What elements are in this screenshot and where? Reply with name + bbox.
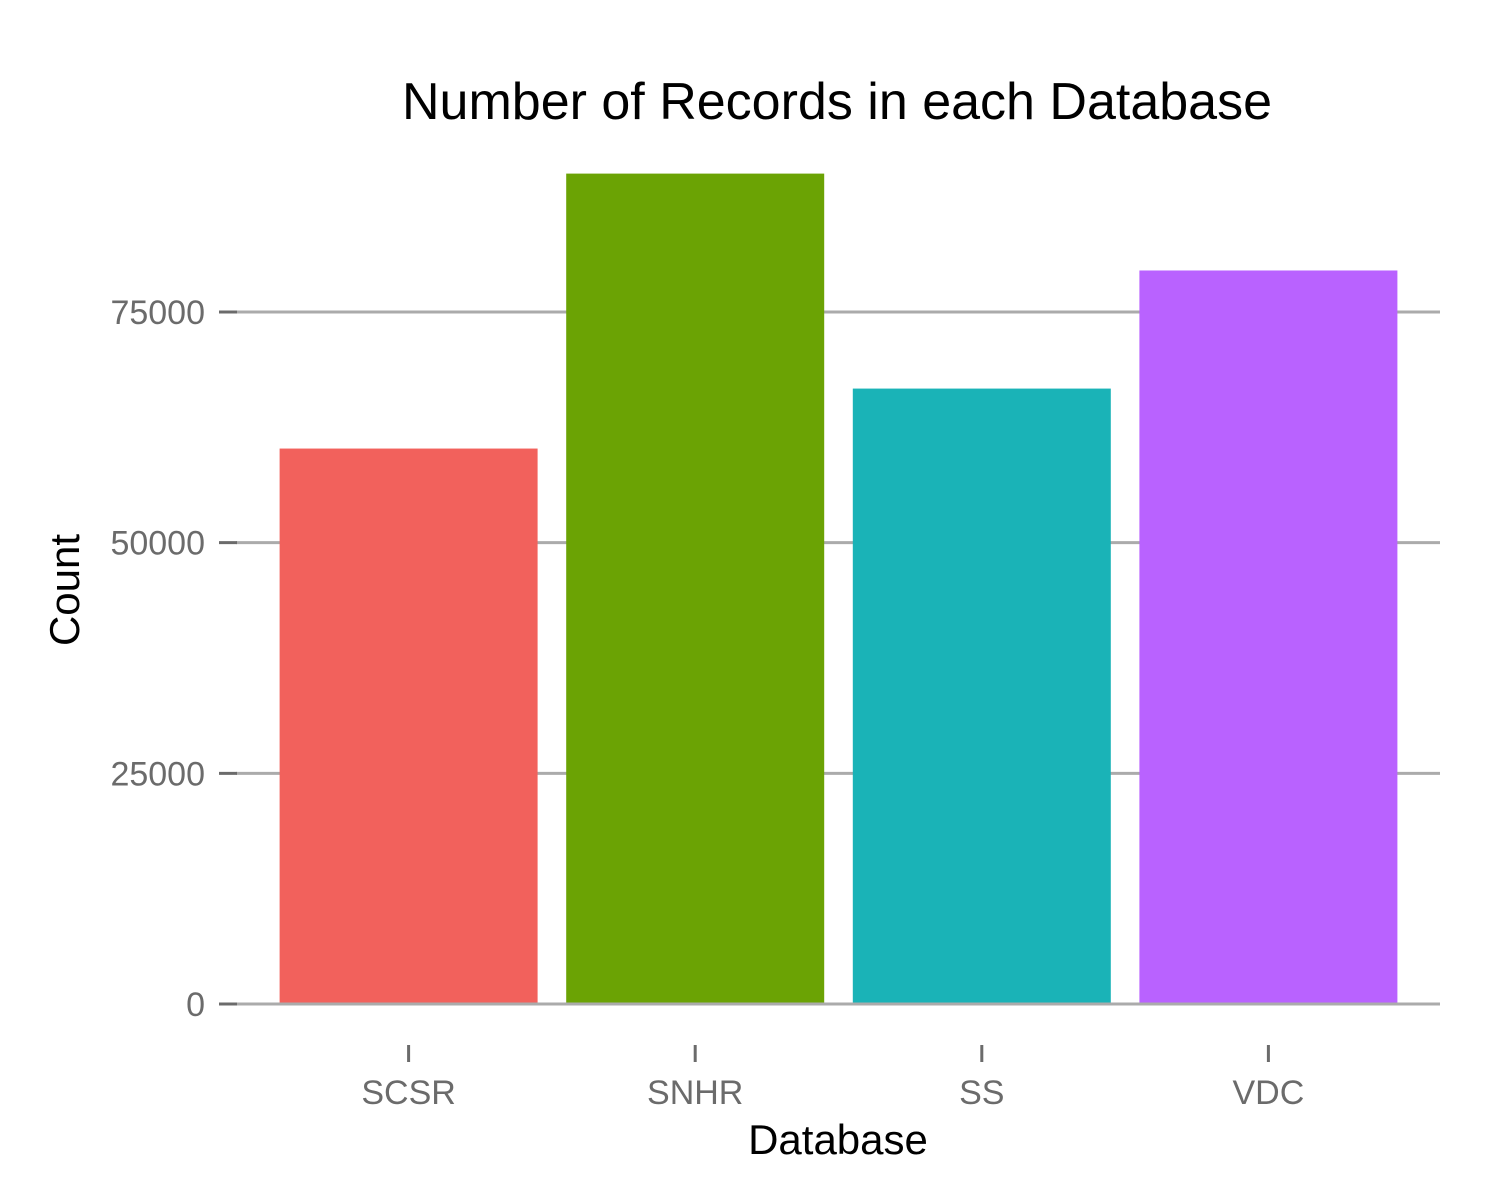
x-axis: SCSR SNHR SS VDC	[361, 1045, 1304, 1112]
x-tick-label: VDC	[1233, 1074, 1305, 1112]
x-tick-label: SS	[959, 1074, 1004, 1112]
y-tick-label: 25000	[110, 755, 205, 793]
y-axis: 0 25000 50000 75000	[110, 294, 237, 1024]
bar-vdc	[1139, 270, 1398, 1005]
y-axis-title: Count	[41, 534, 88, 646]
chart-title: Number of Records in each Database	[402, 73, 1272, 131]
bar-ss	[852, 388, 1111, 1005]
x-axis-title: Database	[748, 1116, 928, 1163]
y-tick-label: 75000	[110, 294, 205, 332]
bars	[236, 173, 1440, 1006]
x-tick-label: SCSR	[361, 1074, 455, 1112]
x-tick-label: SNHR	[647, 1074, 743, 1112]
y-tick-label: 50000	[110, 525, 205, 563]
bar-snhr	[566, 173, 825, 1005]
bar-scsr	[279, 448, 538, 1004]
y-tick-label: 0	[186, 986, 205, 1024]
